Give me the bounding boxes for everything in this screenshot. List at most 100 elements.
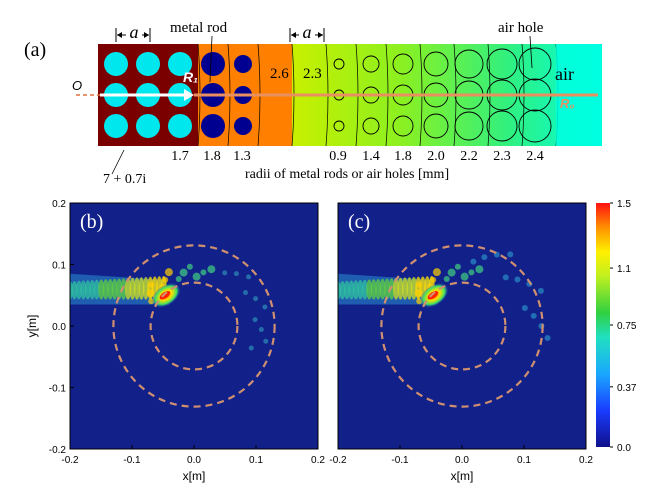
panel-b-label: (b)	[80, 211, 103, 233]
wave-fringe	[207, 265, 216, 274]
beam-fringe	[352, 280, 359, 300]
lattice-a-left: a	[130, 22, 139, 42]
wave-tail	[537, 287, 544, 294]
wave-tail	[470, 258, 477, 265]
wave-tail	[252, 317, 258, 323]
eps-label: 7 + 0.7i	[103, 172, 146, 187]
index-label-1: 2.6	[270, 66, 289, 82]
beam-fringe	[406, 277, 413, 300]
wave-fringe	[148, 281, 155, 288]
beam-fringe	[129, 277, 136, 300]
beam-fringe	[133, 277, 140, 300]
air-hole	[486, 48, 518, 80]
beam-fringe	[393, 277, 400, 300]
air-hole	[454, 49, 484, 79]
beam-fringe	[116, 278, 123, 300]
beam-fringe	[357, 280, 364, 300]
colorbar-gradient	[596, 203, 610, 447]
beam-fringe	[102, 279, 109, 300]
radii-labels: 1.7 1.8 1.3 0.9 1.4 1.8 2.0 2.2 2.3 2.4	[171, 149, 544, 164]
lattice-arrow-left: a	[115, 22, 151, 42]
wave-fringe	[146, 289, 155, 298]
metal-rod	[234, 55, 252, 73]
r1-label: R₁	[183, 69, 198, 85]
x-tick-label: -0.2	[61, 455, 79, 466]
dashed-circle	[149, 281, 239, 371]
wave-fringe	[432, 268, 441, 277]
air-hole	[454, 111, 484, 141]
radii-caption: radii of metal rods or air holes [mm]	[245, 167, 449, 182]
eps-text: 7 + 0.7i	[103, 172, 146, 187]
air-hole	[392, 115, 414, 137]
colorbar-tick-label: 1.1	[617, 264, 631, 275]
wave-fringe	[443, 276, 450, 283]
wave-tail	[481, 254, 488, 261]
beam-fringe	[343, 280, 350, 300]
dielectric-rod	[168, 114, 192, 138]
air-hole	[333, 120, 345, 132]
beam-fringe	[111, 278, 118, 300]
dielectric-rod	[104, 114, 128, 138]
ylabel-b: y[m]	[25, 315, 39, 338]
beam-fringe	[375, 278, 382, 300]
air-hole	[486, 110, 518, 142]
radius-label: 1.4	[362, 149, 380, 164]
wave-fringe	[164, 268, 173, 277]
air-hole	[392, 53, 414, 75]
y-tick-label: 0.2	[52, 199, 66, 210]
air-hole	[518, 47, 552, 81]
air-hole-label: air hole	[498, 20, 544, 36]
heatmap-c-field	[338, 244, 551, 408]
beam-fringe	[71, 281, 78, 300]
x-tick-label: -0.1	[123, 455, 141, 466]
dashed-circle	[380, 244, 544, 408]
y-tick-label: -0.2	[49, 445, 67, 456]
wave-tail	[242, 290, 248, 296]
x-tick-label: 0.2	[311, 455, 325, 466]
panel-a-label: (a)	[24, 39, 46, 61]
beam-fringe	[89, 280, 96, 300]
radius-label: 0.9	[329, 149, 347, 164]
beam-fringe	[125, 277, 132, 300]
beam-fringe	[80, 280, 87, 300]
wave-fringe	[179, 268, 188, 277]
wave-tail	[248, 345, 254, 351]
axes-c: -0.2 -0.1 0.0 0.1 0.2	[329, 202, 593, 466]
wave-tail	[262, 304, 268, 310]
index-label-2: 2.3	[303, 66, 322, 82]
y-tick-label: 0.1	[52, 261, 66, 272]
beam-fringe	[107, 278, 114, 300]
beam-fringe	[138, 277, 145, 300]
wave-tail	[507, 251, 514, 258]
axes-b: -0.2 -0.1 0.0 0.1 0.2 0.2 0.1 0.0 -0.1 -0.2	[49, 199, 326, 466]
wave-tail	[233, 271, 239, 277]
x-tick-label: 0.0	[187, 455, 201, 466]
x-tick-label: 0.1	[517, 455, 531, 466]
air-hole	[333, 58, 345, 70]
metal-rod	[201, 52, 225, 76]
wave-fringe	[175, 276, 182, 283]
panel-c: (c) -0.2 -0.1 0.0 0.1 0.2 x[m]	[329, 202, 593, 483]
colorbar-ticks: 1.5 1.1 0.75 0.37 0.0	[610, 199, 637, 454]
radius-label: 2.4	[526, 149, 544, 164]
wave-fringe	[460, 272, 469, 281]
lattice-arrow-mid: a	[289, 22, 325, 42]
air-hole-pointer	[529, 35, 533, 69]
wave-tail	[246, 274, 252, 280]
colorbar-tick-label: 0.37	[617, 383, 637, 394]
wave-tail	[263, 338, 269, 344]
dielectric-rod	[136, 114, 160, 138]
wave-fringe	[468, 269, 475, 276]
x-tick-label: -0.1	[391, 455, 409, 466]
wave-fringe	[430, 276, 437, 283]
heatmap-b-field	[70, 244, 276, 408]
beam-fringe	[401, 277, 408, 300]
metal-rod-label: metal rod	[170, 20, 228, 36]
wave-fringe	[414, 289, 423, 298]
dashed-circle	[112, 244, 276, 408]
metal-rod-pointer	[209, 35, 213, 83]
eps-pointer	[111, 149, 125, 175]
dielectric-rod	[104, 52, 128, 76]
